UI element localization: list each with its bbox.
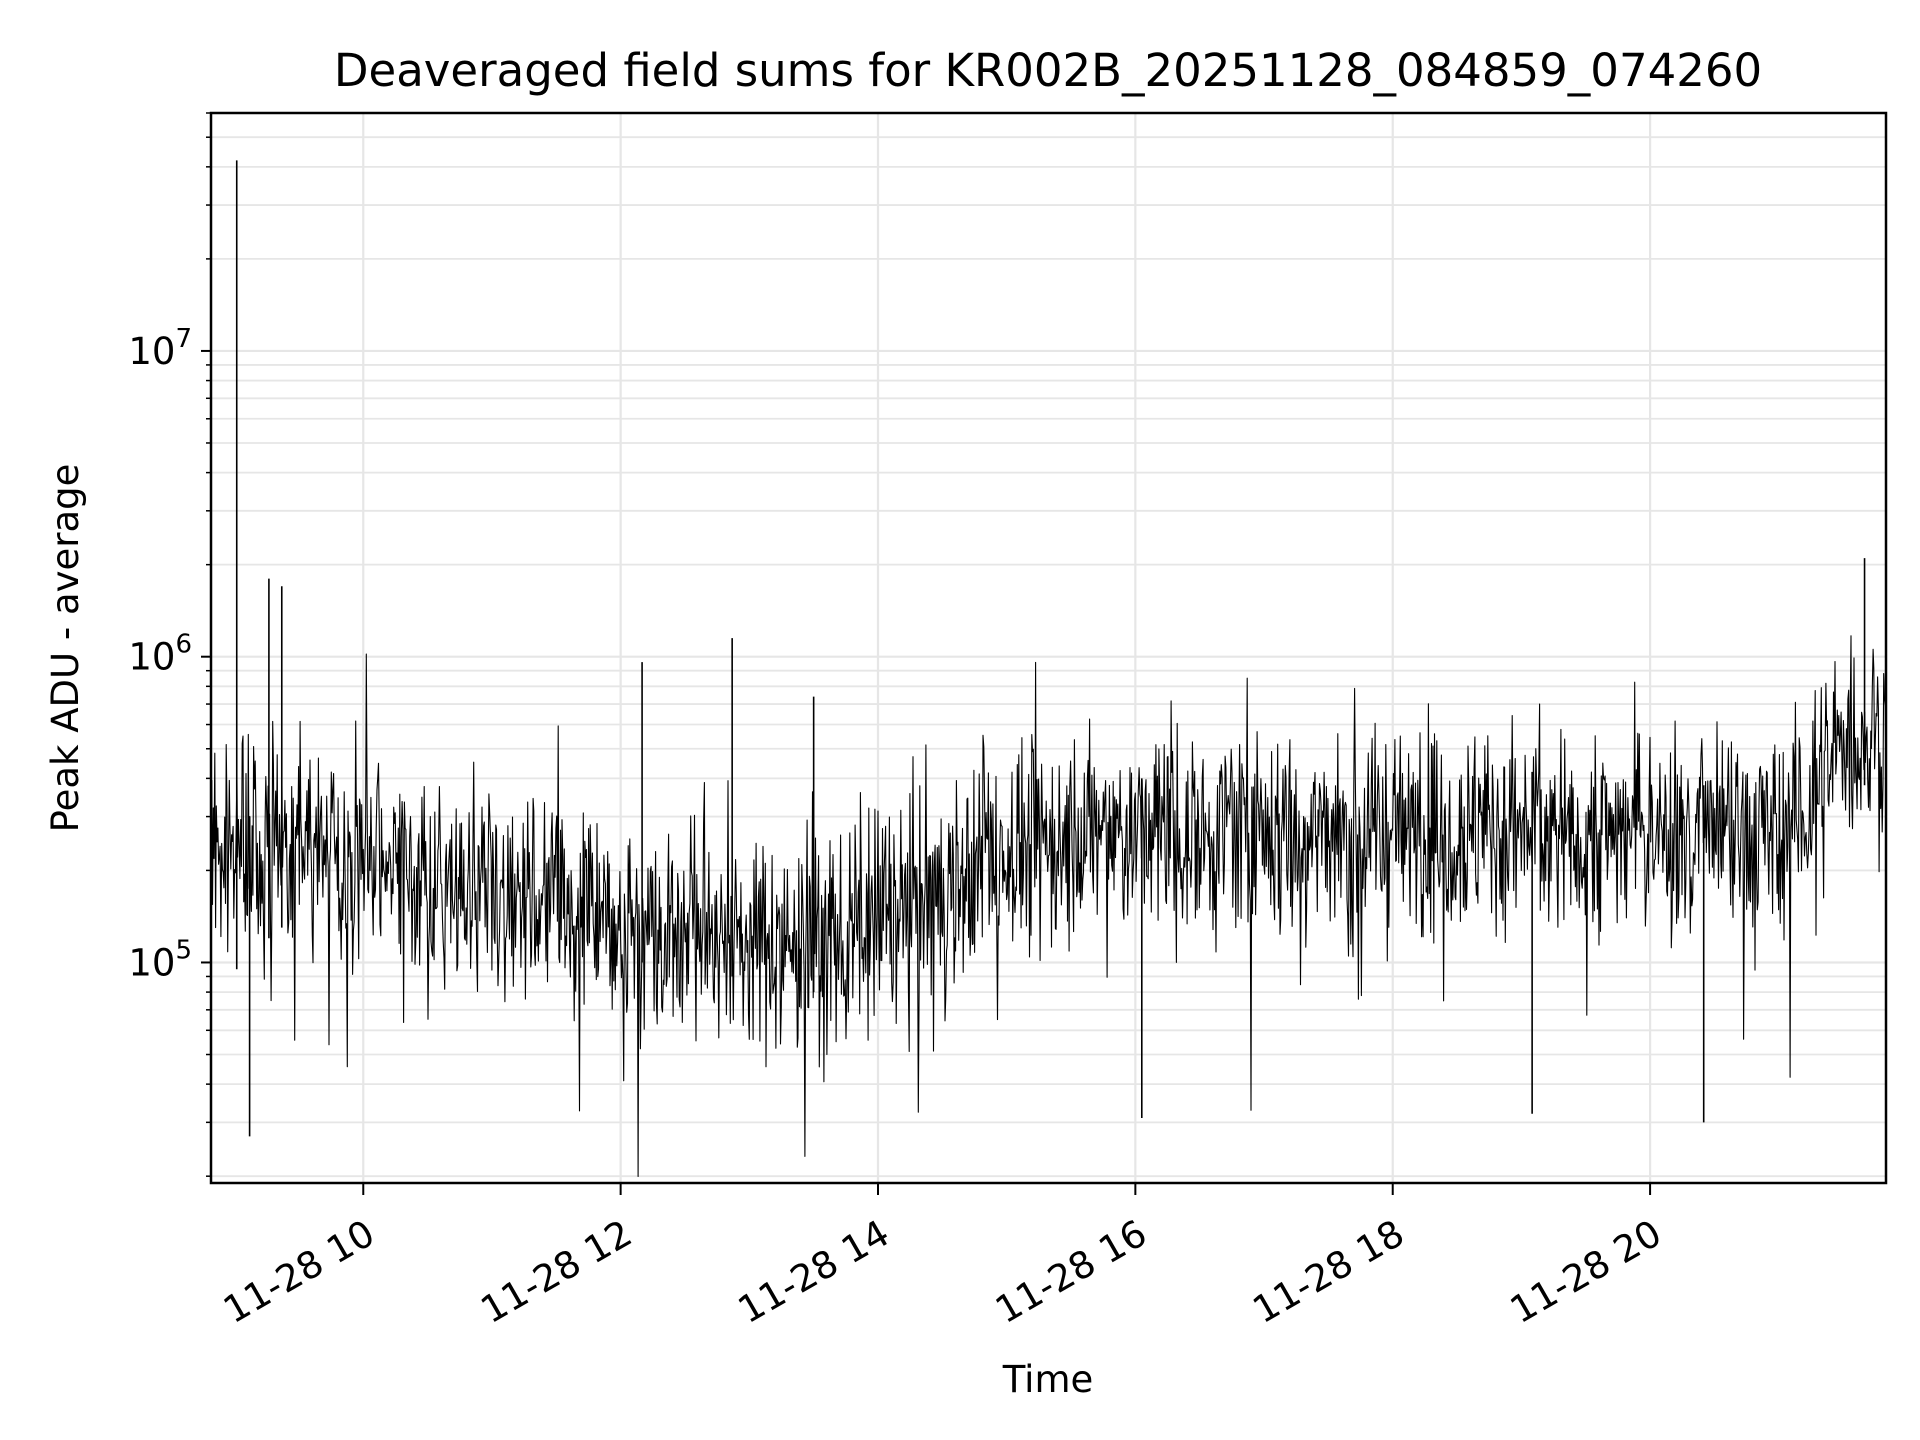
x-tick-label: 11-28 12 xyxy=(474,1212,640,1332)
grid-lines xyxy=(211,112,1886,1183)
x-axis-label: Time xyxy=(1002,1358,1094,1401)
plot-frame xyxy=(209,111,1888,1185)
y-tick-label: 106 xyxy=(128,630,192,679)
x-tick-label: 11-28 18 xyxy=(1246,1212,1412,1332)
series-line xyxy=(210,635,1887,1178)
y-tick-label: 105 xyxy=(128,935,192,984)
plot-area xyxy=(210,160,1887,1178)
x-tick-label: 11-28 20 xyxy=(1503,1212,1669,1332)
x-tick-label: 11-28 14 xyxy=(731,1212,897,1332)
y-axis: 105 106 107 xyxy=(128,112,211,1177)
y-axis-label: Peak ADU - average xyxy=(44,464,87,833)
y-tick-label: 107 xyxy=(128,324,192,373)
x-tick-label: 11-28 16 xyxy=(988,1212,1154,1332)
chart-title: Deaveraged field sums for KR002B_2025112… xyxy=(334,44,1762,97)
x-axis: 11-28 10 11-28 12 11-28 14 11-28 16 11-28 18… xyxy=(216,1183,1669,1332)
x-tick-label: 11-28 10 xyxy=(216,1212,382,1332)
